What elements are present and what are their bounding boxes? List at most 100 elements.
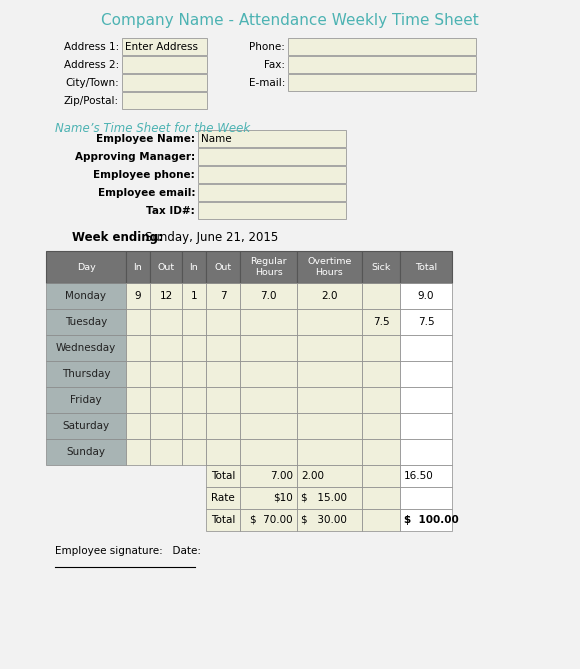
Bar (400, 251, 452, 283)
Bar (400, 283, 452, 309)
Bar (198, 184, 346, 201)
Text: Name: Name (201, 134, 231, 143)
Text: Employee signature:   Date:: Employee signature: Date: (55, 546, 201, 556)
Bar (122, 56, 207, 73)
Bar (400, 361, 452, 387)
Bar (297, 387, 362, 413)
Text: $10: $10 (273, 493, 293, 503)
Bar (182, 387, 206, 413)
Bar (150, 251, 182, 283)
Bar (240, 465, 297, 487)
Bar (297, 309, 362, 335)
Bar (206, 439, 240, 465)
Text: $  70.00: $ 70.00 (251, 515, 293, 525)
Bar (122, 92, 207, 109)
Bar (126, 251, 150, 283)
Text: 12: 12 (160, 291, 173, 301)
Text: Regular
Hours: Regular Hours (250, 258, 287, 277)
Bar (150, 309, 182, 335)
Bar (240, 487, 297, 509)
Text: Approving Manager:: Approving Manager: (75, 151, 195, 161)
Text: 7.5: 7.5 (373, 317, 389, 327)
Bar (297, 361, 362, 387)
Bar (362, 387, 400, 413)
Bar (240, 309, 297, 335)
Bar (362, 413, 400, 439)
Bar (240, 361, 297, 387)
Bar (198, 130, 346, 147)
Bar (297, 335, 362, 361)
Bar (122, 74, 207, 91)
Bar (198, 166, 346, 183)
Bar (297, 283, 362, 309)
Bar (182, 309, 206, 335)
Text: 9.0: 9.0 (418, 291, 434, 301)
Text: 7.00: 7.00 (270, 471, 293, 481)
Text: Total: Total (211, 515, 235, 525)
Text: 7.0: 7.0 (260, 291, 277, 301)
Bar (400, 465, 452, 487)
Text: Zip/Postal:: Zip/Postal: (64, 96, 119, 106)
Bar (240, 283, 297, 309)
Bar (297, 509, 362, 531)
Bar (400, 413, 452, 439)
Text: Overtime
Hours: Overtime Hours (307, 258, 351, 277)
Bar (46, 413, 126, 439)
Text: $  100.00: $ 100.00 (404, 515, 459, 525)
Bar (206, 509, 240, 531)
Bar (288, 38, 476, 55)
Bar (182, 439, 206, 465)
Text: Employee phone:: Employee phone: (93, 169, 195, 179)
Bar (206, 309, 240, 335)
Bar (206, 413, 240, 439)
Bar (362, 309, 400, 335)
Bar (198, 148, 346, 165)
Bar (362, 465, 400, 487)
Bar (150, 361, 182, 387)
Bar (150, 283, 182, 309)
Text: $   15.00: $ 15.00 (301, 493, 347, 503)
Text: Phone:: Phone: (249, 41, 285, 52)
Text: Employee email:: Employee email: (97, 187, 195, 197)
Bar (240, 413, 297, 439)
Bar (400, 487, 452, 509)
Bar (400, 309, 452, 335)
Bar (206, 465, 240, 487)
Bar (362, 335, 400, 361)
Text: Monday: Monday (66, 291, 107, 301)
Bar (297, 487, 362, 509)
Bar (362, 487, 400, 509)
Bar (362, 439, 400, 465)
Text: Employee Name:: Employee Name: (96, 134, 195, 143)
Text: Out: Out (215, 262, 231, 272)
Text: Address 2:: Address 2: (64, 60, 119, 70)
Text: Thursday: Thursday (61, 369, 110, 379)
Bar (240, 387, 297, 413)
Bar (297, 251, 362, 283)
Bar (150, 439, 182, 465)
Bar (206, 283, 240, 309)
Bar (362, 361, 400, 387)
Text: Out: Out (157, 262, 175, 272)
Bar (362, 509, 400, 531)
Bar (126, 361, 150, 387)
Text: E-mail:: E-mail: (249, 78, 285, 88)
Bar (240, 439, 297, 465)
Text: 7.5: 7.5 (418, 317, 434, 327)
Text: Address 1:: Address 1: (64, 41, 119, 52)
Text: Total: Total (415, 262, 437, 272)
Text: Sunday: Sunday (67, 447, 106, 457)
Text: Total: Total (211, 471, 235, 481)
Text: In: In (190, 262, 198, 272)
Text: Tuesday: Tuesday (65, 317, 107, 327)
Bar (400, 439, 452, 465)
Bar (206, 387, 240, 413)
Bar (182, 283, 206, 309)
Bar (182, 251, 206, 283)
Text: Fax:: Fax: (264, 60, 285, 70)
Bar (126, 309, 150, 335)
Text: $   30.00: $ 30.00 (301, 515, 347, 525)
Bar (362, 251, 400, 283)
Bar (122, 38, 207, 55)
Text: 9: 9 (135, 291, 142, 301)
